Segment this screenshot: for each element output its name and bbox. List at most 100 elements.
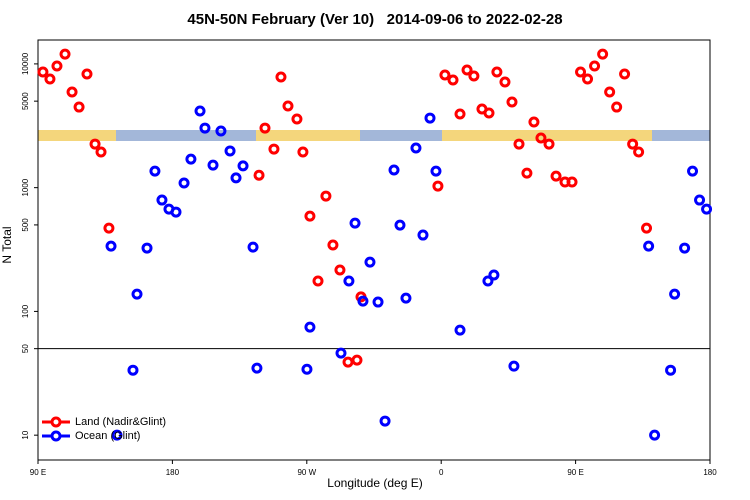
data-point xyxy=(521,167,533,179)
data-point xyxy=(468,70,480,82)
data-point xyxy=(194,105,206,117)
data-point xyxy=(550,170,562,182)
data-point xyxy=(439,69,451,81)
data-point xyxy=(215,125,227,137)
data-point xyxy=(482,275,494,287)
data-point xyxy=(127,364,139,376)
data-point xyxy=(237,160,249,172)
data-point xyxy=(430,165,442,177)
data-point xyxy=(394,219,406,231)
data-point xyxy=(304,321,316,333)
data-point xyxy=(447,74,459,86)
data-point xyxy=(508,360,520,372)
data-point xyxy=(379,415,391,427)
data-point xyxy=(343,275,355,287)
data-point xyxy=(247,241,259,253)
data-point xyxy=(320,190,332,202)
data-point xyxy=(566,176,578,188)
ocean-strip xyxy=(38,130,710,141)
data-point xyxy=(513,138,525,150)
data-point xyxy=(582,73,594,85)
data-point xyxy=(679,242,691,254)
data-point xyxy=(81,68,93,80)
data-point xyxy=(506,96,518,108)
data-point xyxy=(335,347,347,359)
land-strip xyxy=(442,130,652,141)
data-point xyxy=(268,143,280,155)
data-point xyxy=(604,86,616,98)
data-point xyxy=(665,364,677,376)
land-strip xyxy=(256,130,360,141)
data-point xyxy=(199,122,211,134)
data-point xyxy=(95,146,107,158)
y-axis-label: N Total xyxy=(0,226,14,263)
land-strip xyxy=(38,130,116,141)
data-point xyxy=(224,145,236,157)
y-tick-label: 1000 xyxy=(21,178,30,196)
data-point xyxy=(597,48,609,60)
data-point xyxy=(131,288,143,300)
data-point xyxy=(301,363,313,375)
data-point xyxy=(619,68,631,80)
data-point xyxy=(327,239,339,251)
data-point xyxy=(89,138,101,150)
data-point xyxy=(349,217,361,229)
data-point xyxy=(669,288,681,300)
data-point xyxy=(461,64,473,76)
legend-marker xyxy=(50,416,62,428)
x-tick-label: 0 xyxy=(439,468,444,477)
data-point xyxy=(141,242,153,254)
data-point xyxy=(185,153,197,165)
y-tick-label: 50 xyxy=(21,344,30,353)
data-point xyxy=(488,269,500,281)
data-point xyxy=(701,203,713,215)
data-point xyxy=(633,146,645,158)
legend-label: Ocean (Glint) xyxy=(75,430,140,442)
data-point xyxy=(105,240,117,252)
data-point xyxy=(259,122,271,134)
chart-title: 45N-50N February (Ver 10) 2014-09-06 to … xyxy=(187,11,562,28)
data-point xyxy=(499,76,511,88)
data-point xyxy=(687,165,699,177)
data-point xyxy=(44,73,56,85)
data-point xyxy=(535,132,547,144)
x-tick-label: 180 xyxy=(703,468,717,477)
legend-label: Land (Nadir&Glint) xyxy=(75,416,166,428)
x-tick-label: 90 E xyxy=(567,468,583,477)
data-point xyxy=(253,169,265,181)
y-tick-label: 100 xyxy=(21,304,30,318)
data-point xyxy=(528,116,540,128)
data-point xyxy=(282,100,294,112)
data-point xyxy=(627,138,639,150)
data-point xyxy=(149,165,161,177)
data-point xyxy=(73,101,85,113)
data-point xyxy=(432,180,444,192)
data-point xyxy=(649,429,661,441)
map-strip xyxy=(38,130,710,141)
data-point xyxy=(291,113,303,125)
x-tick-label: 90 W xyxy=(297,468,316,477)
data-point xyxy=(207,159,219,171)
data-point xyxy=(312,275,324,287)
data-point xyxy=(483,107,495,119)
data-point xyxy=(111,429,123,441)
data-point xyxy=(454,324,466,336)
data-point xyxy=(491,66,503,78)
data-point xyxy=(372,296,384,308)
data-point xyxy=(589,60,601,72)
data-point xyxy=(297,146,309,158)
y-tick-label: 5000 xyxy=(21,92,30,110)
y-tick-label: 10000 xyxy=(21,52,30,75)
data-point xyxy=(410,142,422,154)
x-tick-label: 90 E xyxy=(30,468,46,477)
data-point xyxy=(543,138,555,150)
data-point xyxy=(304,210,316,222)
plot-frame xyxy=(37,39,711,461)
data-point xyxy=(351,354,363,366)
data-point xyxy=(66,86,78,98)
data-point xyxy=(400,292,412,304)
legend-marker xyxy=(50,430,62,442)
data-point xyxy=(364,256,376,268)
data-point xyxy=(59,48,71,60)
